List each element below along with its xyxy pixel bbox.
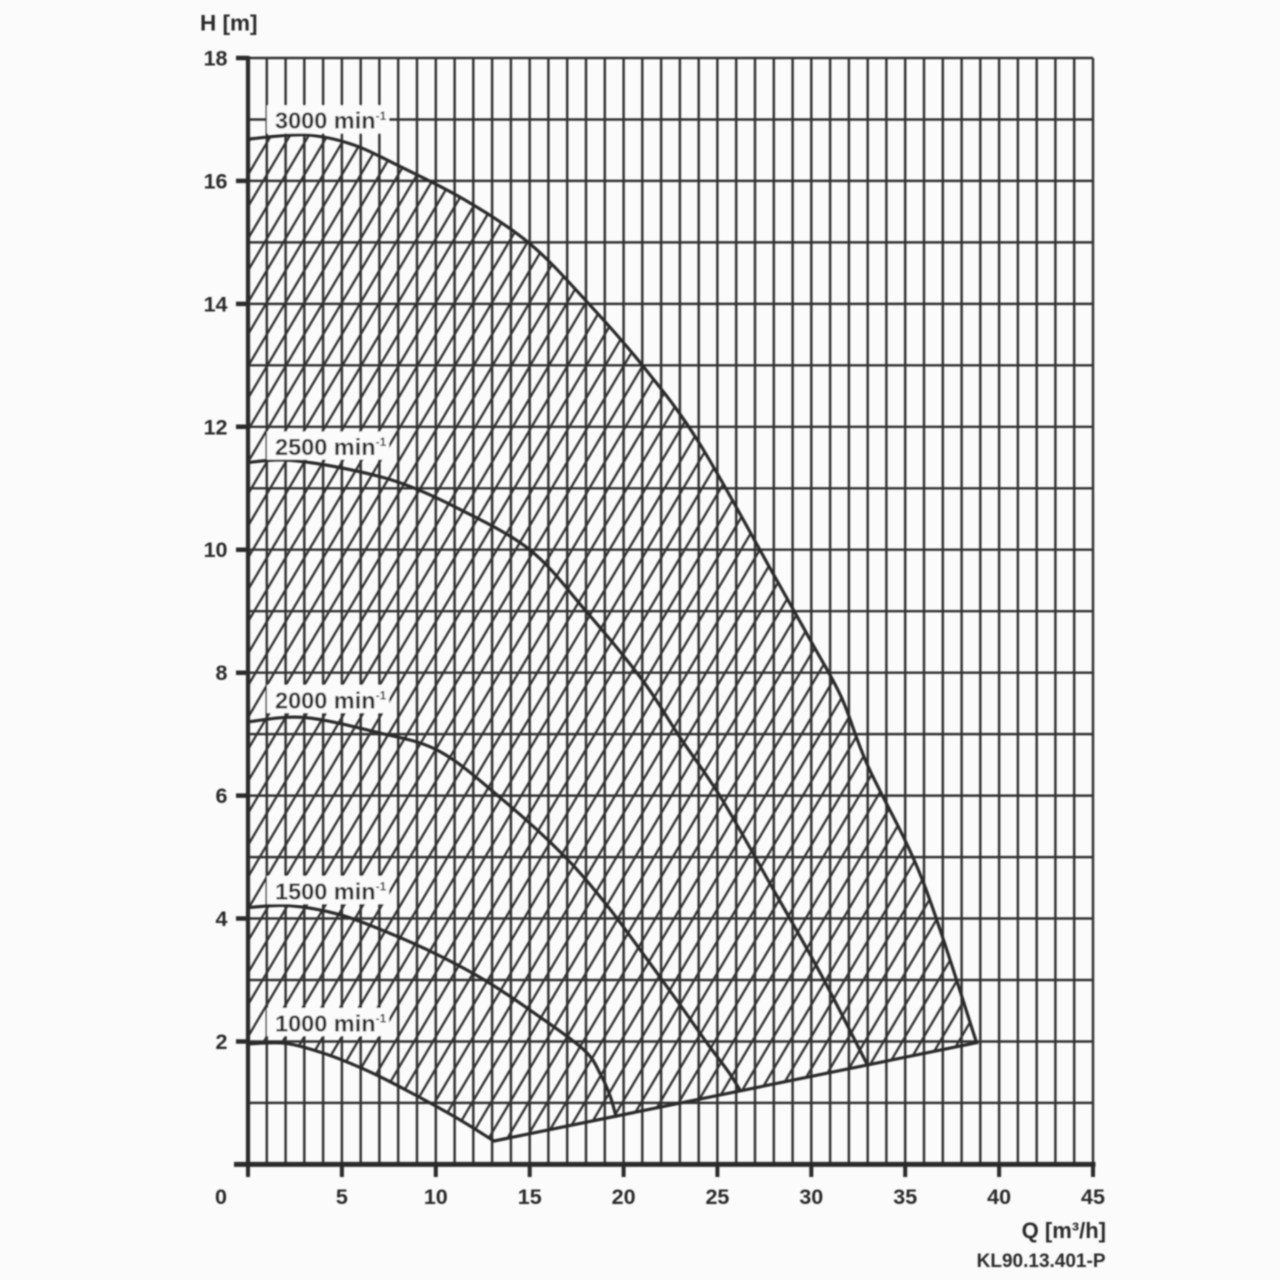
svg-text:6: 6	[216, 784, 228, 808]
svg-text:16: 16	[204, 169, 228, 193]
svg-text:KL90.13.401-P: KL90.13.401-P	[977, 1251, 1106, 1272]
svg-text:8: 8	[216, 661, 228, 685]
svg-text:25: 25	[705, 1185, 729, 1209]
svg-text:Q [m³/h]: Q [m³/h]	[1022, 1218, 1106, 1243]
svg-text:2: 2	[216, 1030, 228, 1054]
svg-text:35: 35	[893, 1185, 917, 1209]
svg-text:1000 min-1: 1000 min-1	[275, 1010, 387, 1036]
svg-text:5: 5	[336, 1185, 348, 1209]
svg-text:40: 40	[987, 1185, 1011, 1209]
svg-text:3000 min-1: 3000 min-1	[275, 108, 387, 134]
svg-text:45: 45	[1081, 1185, 1105, 1209]
svg-text:H [m]: H [m]	[200, 11, 258, 36]
svg-text:10: 10	[204, 538, 228, 562]
svg-text:14: 14	[204, 292, 228, 316]
svg-text:20: 20	[612, 1185, 636, 1209]
svg-text:30: 30	[799, 1185, 823, 1209]
svg-text:12: 12	[204, 415, 228, 439]
svg-text:18: 18	[204, 47, 228, 71]
svg-text:2500 min-1: 2500 min-1	[275, 434, 387, 460]
svg-text:2000 min-1: 2000 min-1	[275, 687, 387, 713]
svg-text:4: 4	[216, 907, 228, 931]
svg-text:15: 15	[518, 1185, 542, 1209]
svg-text:10: 10	[424, 1185, 448, 1209]
svg-text:0: 0	[215, 1185, 227, 1209]
svg-text:1500 min-1: 1500 min-1	[275, 878, 387, 904]
